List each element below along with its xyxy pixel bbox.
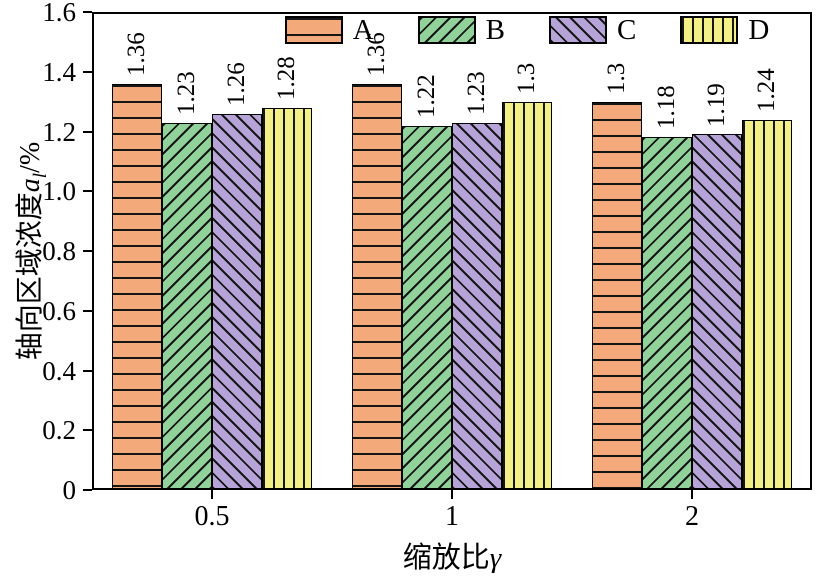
y-tick-mark — [83, 70, 92, 73]
legend-swatch-C — [549, 16, 607, 44]
legend-item-B: B — [417, 14, 505, 46]
y-tick-label: 0 — [62, 475, 77, 505]
bar — [742, 119, 792, 490]
bar-value-label: 1.24 — [753, 67, 780, 112]
bar — [502, 101, 552, 490]
y-axis-title-unit: /% — [15, 141, 47, 173]
legend-item-D: D — [680, 15, 769, 45]
y-tick-mark — [83, 250, 92, 252]
y-tick-label: 1.0 — [42, 176, 76, 207]
x-tick-mark — [211, 490, 213, 499]
x-axis-title-text: 缩放比 — [402, 542, 490, 574]
bar — [692, 134, 742, 490]
y-tick-mark — [83, 190, 92, 193]
legend-item-A: A — [284, 14, 374, 46]
bar-value-label: 1.22 — [413, 73, 440, 118]
y-tick-label: 0.2 — [42, 415, 76, 446]
bar — [262, 107, 312, 490]
legend-label-A: A — [352, 14, 374, 46]
bar — [402, 125, 452, 490]
y-tick-mark — [83, 429, 92, 432]
y-tick-mark — [83, 130, 92, 133]
x-tick-mark — [691, 490, 693, 499]
bar — [352, 83, 402, 490]
legend: A B C D — [92, 15, 812, 45]
legend-label-D: D — [748, 14, 770, 46]
y-tick-label: 0.4 — [42, 355, 76, 386]
bar — [212, 113, 262, 490]
x-axis-title-variable: γ — [489, 542, 502, 574]
y-axis-title: 轴向区域浓度al/% — [8, 142, 52, 360]
bar — [112, 83, 162, 490]
y-tick-label: 1.2 — [42, 116, 76, 147]
bar-value-label: 1.3 — [513, 62, 540, 94]
bar — [162, 122, 212, 490]
bar-value-label: 1.18 — [653, 85, 680, 130]
y-tick-mark — [83, 11, 92, 13]
y-tick-mark — [83, 309, 92, 312]
y-tick-label: 1.4 — [42, 56, 76, 87]
legend-item-C: C — [549, 15, 636, 45]
x-tick-label: 0.5 — [194, 501, 230, 532]
y-tick-label: 1.6 — [42, 0, 76, 27]
bar-value-label: 1.19 — [703, 82, 730, 127]
y-axis-title-variable: a — [15, 178, 47, 193]
legend-label-C: C — [617, 14, 637, 46]
bar — [452, 122, 502, 490]
bar-value-label: 1.3 — [603, 62, 630, 94]
bar-value-label: 1.28 — [273, 55, 300, 100]
y-axis-title-subscript: l — [29, 172, 51, 179]
x-tick-mark — [451, 490, 453, 499]
y-tick-mark — [83, 369, 92, 372]
bar-value-label: 1.23 — [173, 70, 200, 115]
y-axis-title-text: 轴向区域浓度 — [15, 192, 47, 361]
bar — [642, 137, 692, 490]
legend-swatch-A — [284, 16, 343, 44]
legend-label-B: B — [485, 14, 505, 46]
x-tick-label: 1 — [445, 501, 459, 532]
bar-value-label: 1.23 — [463, 70, 490, 115]
y-tick-label: 0.8 — [42, 236, 76, 266]
x-axis-title: 缩放比γ — [92, 534, 812, 576]
bar — [592, 101, 642, 490]
y-tick-label: 0.6 — [42, 295, 76, 326]
x-tick-label: 2 — [685, 501, 699, 532]
legend-swatch-D — [680, 16, 739, 44]
legend-swatch-B — [417, 16, 476, 44]
y-tick-mark — [83, 489, 92, 491]
bar-value-label: 1.26 — [223, 61, 250, 106]
